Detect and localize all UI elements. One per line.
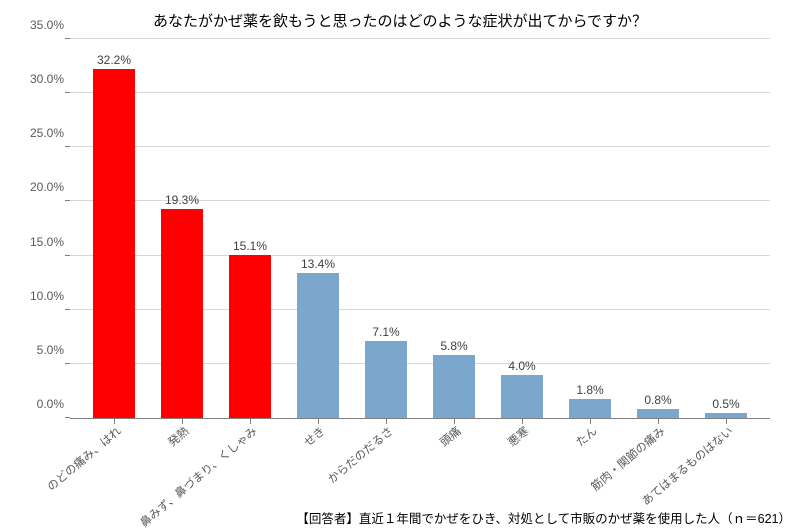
y-axis-label: 5.0%: [37, 343, 64, 357]
bar-value-label: 13.4%: [301, 257, 335, 271]
x-label-slot: 悪寒: [488, 419, 556, 509]
bar-value-label: 7.1%: [372, 325, 399, 339]
bar-value-label: 5.8%: [440, 339, 467, 353]
x-label-slot: 頭痛: [420, 419, 488, 509]
chart-title: あなたがかぜ薬を飲もうと思ったのはどのような症状が出てからですか？: [20, 10, 780, 31]
chart-footnote: 【回答者】直近１年間でかぜをひき、対処として市販のかぜ薬を使用した人（ｎ＝621…: [296, 508, 791, 527]
x-label-slot: 鼻みず、鼻づまり、くしゃみ: [216, 419, 284, 509]
bar: [161, 209, 203, 418]
bar-slot: 0.8%: [624, 39, 692, 418]
x-label-slot: あてはまるものはない: [692, 419, 760, 509]
bar-value-label: 0.8%: [644, 393, 671, 407]
bar-slot: 15.1%: [216, 39, 284, 418]
bar-slot: 7.1%: [352, 39, 420, 418]
x-axis-label: のどの痛み、はれ: [44, 423, 125, 494]
bar-slot: 0.5%: [692, 39, 760, 418]
x-axis-label: 悪寒: [504, 423, 532, 450]
bar-value-label: 15.1%: [233, 239, 267, 253]
bar: [637, 409, 679, 418]
bar-slot: 32.2%: [80, 39, 148, 418]
bar: [229, 255, 271, 419]
bar-value-label: 4.0%: [508, 359, 535, 373]
y-axis-label: 25.0%: [30, 126, 64, 140]
y-axis-label: 15.0%: [30, 235, 64, 249]
bar-slot: 13.4%: [284, 39, 352, 418]
x-label-slot: からだのだるさ: [352, 419, 420, 509]
bar-slot: 1.8%: [556, 39, 624, 418]
bar-slot: 4.0%: [488, 39, 556, 418]
bar-chart: あなたがかぜ薬を飲もうと思ったのはどのような症状が出てからですか？ 0.0%5.…: [20, 10, 780, 510]
y-axis-label: 20.0%: [30, 180, 64, 194]
bar: [433, 355, 475, 418]
bar: [569, 399, 611, 418]
bar-value-label: 32.2%: [97, 53, 131, 67]
x-label-slot: のどの痛み、はれ: [80, 419, 148, 509]
bar-value-label: 0.5%: [712, 397, 739, 411]
x-axis-labels: のどの痛み、はれ発熱鼻みず、鼻づまり、くしゃみせきからだのだるさ頭痛悪寒たん筋肉…: [70, 419, 770, 509]
x-axis-label: 発熱: [164, 423, 192, 450]
x-axis-label: 頭痛: [436, 423, 464, 450]
bar-slot: 5.8%: [420, 39, 488, 418]
y-axis-label: 30.0%: [30, 72, 64, 86]
plot-area: 0.0%5.0%10.0%15.0%20.0%25.0%30.0%35.0% 3…: [70, 39, 770, 419]
bar: [297, 273, 339, 418]
bar-value-label: 1.8%: [576, 383, 603, 397]
bar-slot: 19.3%: [148, 39, 216, 418]
x-axis-label: たん: [572, 423, 600, 450]
y-axis-label: 0.0%: [37, 397, 64, 411]
bars-container: 32.2% 19.3% 15.1% 13.4% 7.1% 5.8% 4.0% 1.8% 0.8%…: [70, 39, 770, 418]
y-axis-label: 35.0%: [30, 18, 64, 32]
bar-value-label: 19.3%: [165, 193, 199, 207]
x-axis-label: せき: [300, 423, 328, 450]
y-axis-label: 10.0%: [30, 289, 64, 303]
bar: [365, 341, 407, 418]
bar: [501, 375, 543, 418]
bar: [705, 413, 747, 418]
bar: [93, 69, 135, 418]
